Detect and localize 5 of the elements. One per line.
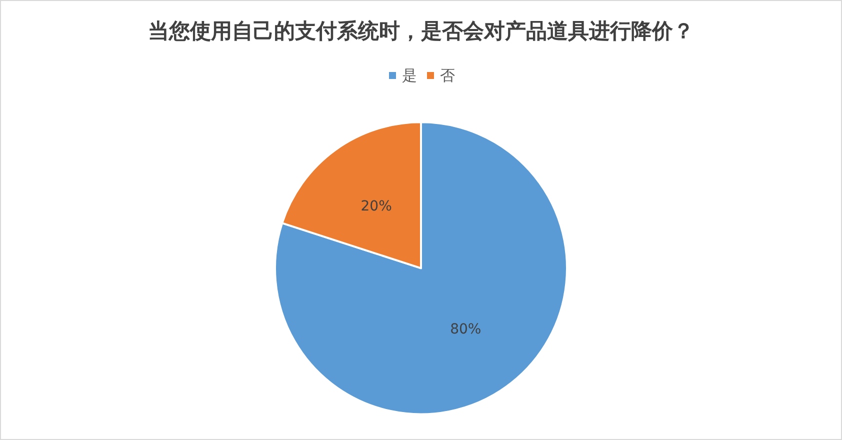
data-label: 20%: [360, 198, 392, 215]
data-label: 80%: [450, 322, 482, 338]
legend-label: 是: [402, 66, 417, 84]
chart-title: 当您使用自己的支付系统时，是否会对产品道具进行降价？: [148, 18, 694, 43]
legend-label: 否: [440, 66, 455, 84]
